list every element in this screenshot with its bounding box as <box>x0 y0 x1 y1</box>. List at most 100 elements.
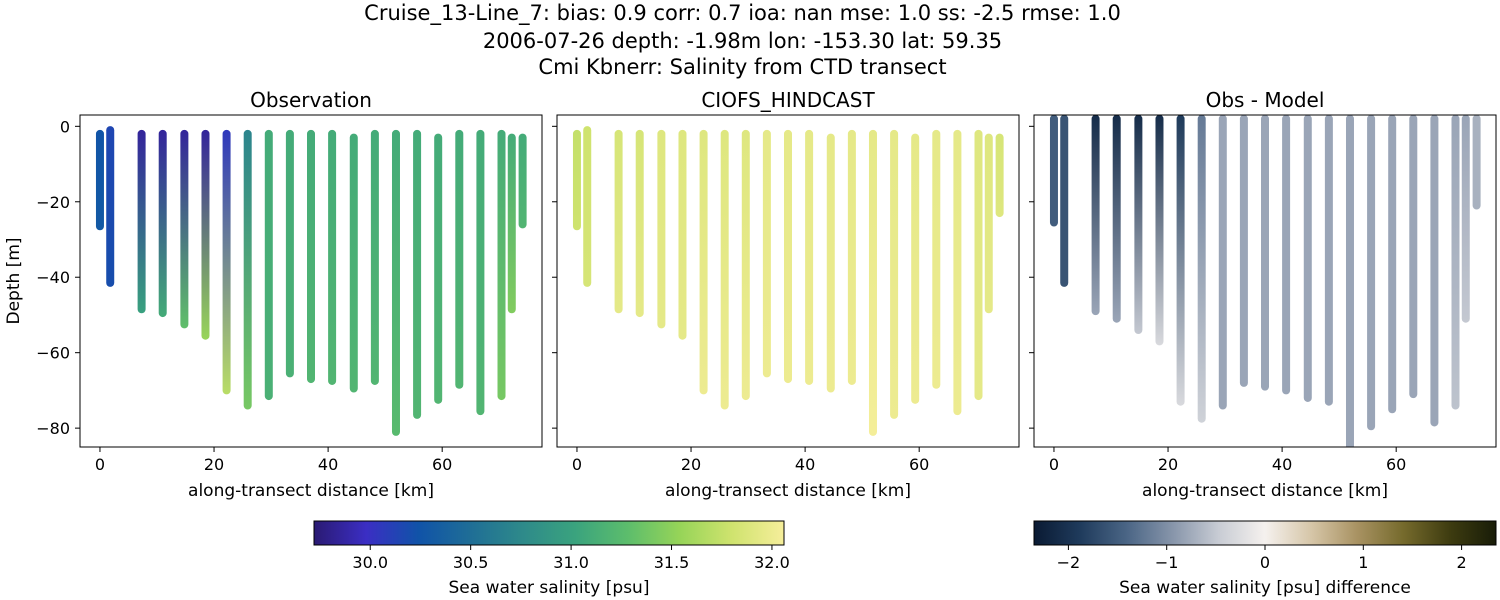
cast-22 <box>1472 115 1481 210</box>
cast-16 <box>1367 115 1376 431</box>
cast-8 <box>720 129 729 410</box>
colorbar-tick-label: 2 <box>1457 553 1467 572</box>
scatter-points <box>1049 115 1481 447</box>
cast-7 <box>699 129 708 395</box>
cast-15 <box>391 129 400 436</box>
cast-1 <box>1049 115 1058 227</box>
cast-12 <box>328 129 337 385</box>
figure-title-line-1: Cruise_13-Line_7: bias: 0.9 corr: 0.7 io… <box>364 1 1121 25</box>
cast-5 <box>180 129 189 329</box>
cast-16 <box>413 129 422 419</box>
cast-3 <box>614 129 623 314</box>
x-tick-label: 0 <box>572 455 582 474</box>
cast-12 <box>805 129 814 385</box>
cast-20 <box>497 129 506 401</box>
colorbar-tick-label: −2 <box>1057 553 1081 572</box>
cast-10 <box>762 129 771 378</box>
colorbar-salinity: 30.0 30.5 31.0 31.5 32.0 Sea water salinity [… <box>313 520 790 598</box>
cast-22 <box>518 133 527 229</box>
panel-title: Obs - Model <box>1206 88 1325 112</box>
x-tick-label: 60 <box>1386 455 1406 474</box>
x-axis-label: along-transect distance [km] <box>1142 481 1388 501</box>
colorbar-label: Sea water salinity [psu] difference <box>1119 578 1411 598</box>
x-tick-label: 20 <box>1158 455 1178 474</box>
y-tick-label: 0 <box>60 117 70 136</box>
x-tick-label: 40 <box>318 455 338 474</box>
cast-17 <box>434 133 443 404</box>
cast-4 <box>635 129 644 318</box>
cast-14 <box>1324 115 1333 406</box>
cast-10 <box>1239 115 1248 387</box>
cast-17 <box>1388 115 1397 414</box>
colorbar-difference: −2 −1 0 1 2 Sea water salinity [psu] differen… <box>1033 520 1497 598</box>
x-tick-label: 60 <box>432 455 452 474</box>
colorbar-tick-label: 32.0 <box>754 553 790 572</box>
colorbar-label: Sea water salinity [psu] <box>449 578 650 598</box>
y-tick-label: −60 <box>36 344 70 363</box>
cast-10 <box>285 129 294 378</box>
scatter-points <box>572 126 1004 436</box>
x-tick-label: 40 <box>795 455 815 474</box>
cast-7 <box>222 129 231 395</box>
panel-title: CIOFS_HINDCAST <box>701 88 875 112</box>
cast-3 <box>137 129 146 314</box>
cast-14 <box>370 129 379 385</box>
x-tick-label: 0 <box>95 455 105 474</box>
panel-3: 0 20 40 60 Obs - Model along-transect distanc… <box>1029 88 1497 501</box>
cast-19 <box>476 129 485 416</box>
cast-19 <box>1430 115 1439 427</box>
y-tick-label: −40 <box>36 268 70 287</box>
colorbar-tick-label: 0 <box>1260 553 1270 572</box>
cast-2 <box>1060 115 1069 287</box>
cast-9 <box>741 129 750 401</box>
cast-20 <box>974 129 983 401</box>
x-tick-label: 20 <box>681 455 701 474</box>
cast-8 <box>1197 115 1206 423</box>
cast-5 <box>657 129 666 329</box>
panel-1: 0 20 40 60 0 −20 −40 −60 −80 Observation along-tra… <box>4 88 543 501</box>
cast-19 <box>953 129 962 416</box>
axes-frame <box>556 114 1020 448</box>
cast-15 <box>868 129 877 436</box>
cast-8 <box>243 129 252 410</box>
cast-18 <box>932 129 941 389</box>
colorbar-tick-label: −1 <box>1155 553 1179 572</box>
colorbar-tick-label: 30.5 <box>453 553 489 572</box>
panel-2: 0 20 40 60 CIOFS_HINDCAST along-transect dist… <box>552 88 1020 501</box>
cast-22 <box>995 133 1004 218</box>
colorbar-tick-label: 31.0 <box>553 553 589 572</box>
y-tick-label: −20 <box>36 193 70 212</box>
cast-21 <box>1461 115 1470 323</box>
cast-4 <box>1112 115 1121 323</box>
colorbar-tick-label: 1 <box>1358 553 1368 572</box>
axes-frame <box>79 114 543 448</box>
figure-title-line-3: Cmi Kbnerr: Salinity from CTD transect <box>538 55 947 79</box>
cast-20 <box>1451 115 1460 410</box>
cast-1 <box>572 129 581 231</box>
cast-16 <box>890 129 899 419</box>
colorbar-tick-label: 31.5 <box>654 553 690 572</box>
cast-7 <box>1176 115 1185 406</box>
cast-13 <box>1303 115 1312 402</box>
x-tick-label: 20 <box>204 455 224 474</box>
x-axis-label: along-transect distance [km] <box>188 481 434 501</box>
colorbar-gradient <box>1033 520 1497 546</box>
colorbar-gradient <box>313 520 785 546</box>
cast-11 <box>1261 115 1269 391</box>
cast-3 <box>1091 115 1100 316</box>
figure-title-line-2: 2006-07-26 depth: -1.98m lon: -153.30 la… <box>482 29 1003 53</box>
y-tick-label: −80 <box>36 419 70 438</box>
cast-11 <box>784 129 792 384</box>
cast-6 <box>201 129 210 340</box>
cast-5 <box>1134 115 1143 335</box>
cast-13 <box>349 133 358 393</box>
cast-11 <box>307 129 315 384</box>
cast-18 <box>1409 115 1418 399</box>
axes-frame <box>1033 114 1497 448</box>
colorbar-tick-label: 30.0 <box>352 553 388 572</box>
cast-6 <box>678 129 687 340</box>
cast-21 <box>984 133 993 314</box>
y-axis-label: Depth [m] <box>4 237 24 324</box>
cast-2 <box>106 126 115 287</box>
